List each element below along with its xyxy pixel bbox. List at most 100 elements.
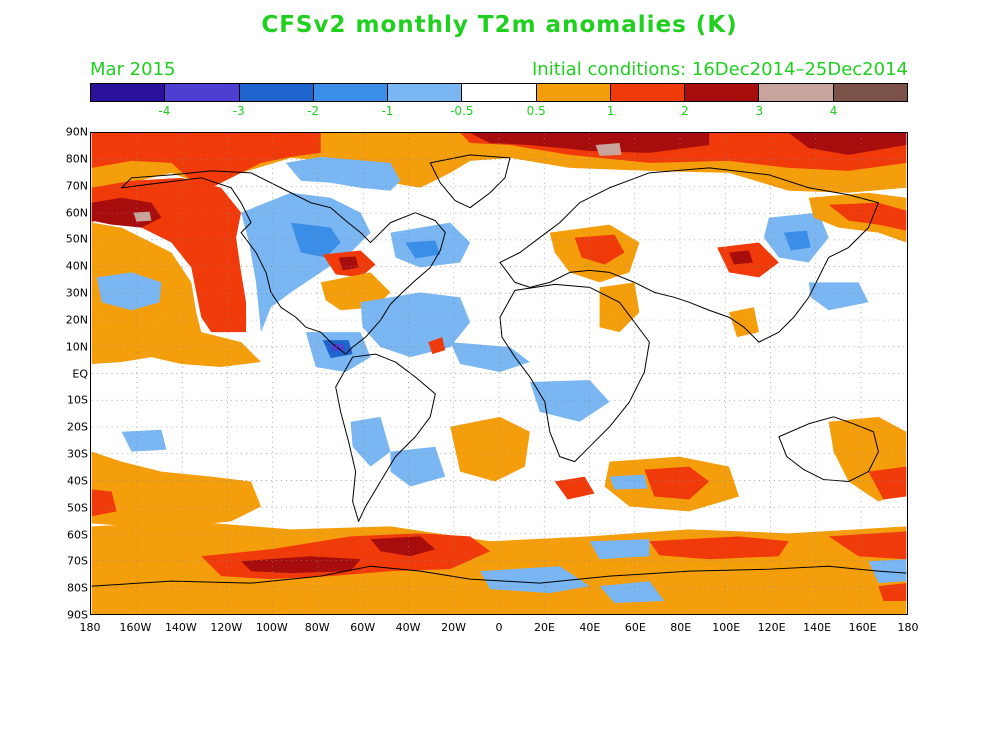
coastline [778, 416, 879, 483]
lat-tick-label: 70N [65, 179, 88, 193]
lon-tick-label: 180 [79, 621, 101, 634]
lon-tick-label: 140W [164, 621, 197, 634]
anomaly-region [91, 489, 117, 517]
legend-swatch [610, 84, 686, 101]
lon-tick-label: 60W [350, 621, 376, 634]
lat-tick-label: 20S [67, 420, 88, 434]
lat-tick-label: 90N [65, 125, 88, 139]
anomaly-region [285, 156, 401, 191]
lat-tick-label: 10N [65, 340, 88, 354]
anomaly-region [599, 282, 640, 333]
legend-swatch [165, 84, 240, 101]
legend-swatch [91, 84, 166, 101]
legend-label: -3 [232, 104, 245, 118]
anomaly-region [729, 307, 759, 338]
lat-tick-label: 70S [67, 554, 88, 568]
coastline [499, 167, 879, 343]
lon-tick-label: 0 [495, 621, 503, 634]
lon-tick-label: 100E [712, 621, 741, 634]
legend-label: 3 [755, 104, 764, 118]
chart-title: CFSv2 monthly T2m anomalies (K) [261, 12, 738, 38]
lon-tick-label: 180 [897, 621, 919, 634]
lon-tick-label: 80E [670, 621, 692, 634]
lon-tick-label: 100W [255, 621, 288, 634]
anomaly-region [595, 142, 622, 156]
coastline [91, 565, 907, 587]
legend-label: 2 [681, 104, 689, 118]
legend-label: -1 [381, 104, 394, 118]
lon-tick-label: 80W [304, 621, 330, 634]
anomaly-region [828, 531, 907, 560]
anomaly-region [828, 202, 907, 231]
lat-tick-label: 60S [67, 528, 88, 541]
anomaly-region [878, 583, 907, 602]
lon-tick-label: 120E [757, 621, 786, 634]
anomaly-region [121, 429, 167, 452]
lon-tick-label: 40W [395, 621, 421, 634]
anomaly-region [91, 451, 261, 527]
legend-label: -4 [158, 104, 171, 118]
lat-tick-label: 80N [65, 152, 88, 166]
coastline [429, 154, 511, 209]
anomaly-region [868, 559, 907, 584]
anomaly-region [405, 240, 441, 259]
month-label: Mar 2015 [90, 59, 176, 80]
lat-tick-label: 50N [65, 232, 88, 246]
lon-tick-label: 20E [533, 621, 555, 634]
legend-swatch [388, 84, 463, 101]
anomaly-region [428, 337, 446, 355]
legend-label: 4 [829, 104, 838, 118]
anomaly-region [133, 211, 152, 222]
lat-tick-label: 40S [67, 474, 88, 488]
lat-tick-label: 30N [65, 286, 88, 300]
initial-conditions-label: Initial conditions: 16Dec2014–25Dec2014 [531, 59, 908, 80]
lon-tick-label: 160E [848, 621, 877, 634]
lat-tick-label: 50S [67, 501, 88, 515]
legend-swatch [833, 84, 907, 101]
anomaly-region [450, 416, 530, 482]
legend-label: 1 [606, 104, 615, 118]
anomaly-region [574, 234, 625, 265]
legend-swatch [759, 84, 834, 101]
anomaly-region [96, 272, 162, 311]
color-legend-labels: -4 -3 -2 -1 -0.5 0.5 1 2 3 4 [90, 104, 908, 120]
lon-tick-label: 40E [579, 621, 601, 634]
anomaly-region [649, 536, 789, 560]
anomaly-region [529, 379, 610, 422]
anomaly-region [91, 222, 261, 368]
anomaly-region [783, 230, 811, 251]
anomaly-region [350, 416, 391, 467]
anomaly-region [338, 256, 359, 271]
lon-tick-label: 60E [624, 621, 646, 634]
lat-tick-label: 30S [67, 447, 88, 461]
legend-swatch [462, 84, 537, 101]
anomaly-region [480, 566, 590, 594]
coastline [121, 170, 446, 355]
coastlines [91, 154, 907, 587]
anomaly-field [91, 133, 907, 614]
lat-tick-label: 10S [67, 393, 88, 407]
lat-tick-label: 80S [67, 581, 88, 595]
graticule [91, 133, 907, 614]
legend-label: -2 [307, 104, 320, 118]
anomaly-region [390, 446, 446, 487]
lon-tick-label: 160W [119, 621, 152, 634]
legend-swatch [685, 84, 760, 101]
anomaly-region [729, 250, 753, 265]
anomaly-region [609, 474, 648, 490]
lat-tick-label: EQ [72, 367, 88, 380]
lat-tick-label: 40N [65, 259, 88, 273]
color-legend-bar [90, 83, 908, 102]
lat-tick-label: 60N [65, 206, 88, 219]
legend-label: 0.5 [526, 104, 546, 118]
anomaly-region [470, 133, 710, 153]
lat-tick-label: 20N [65, 313, 88, 327]
anomaly-region [808, 282, 869, 311]
legend-swatch [313, 84, 389, 101]
anomaly-region [554, 476, 595, 500]
anomaly-region [868, 466, 907, 500]
anomaly-map [90, 132, 908, 615]
legend-swatch [536, 84, 611, 101]
anomaly-region [644, 466, 710, 500]
lon-tick-label: 140E [803, 621, 832, 634]
